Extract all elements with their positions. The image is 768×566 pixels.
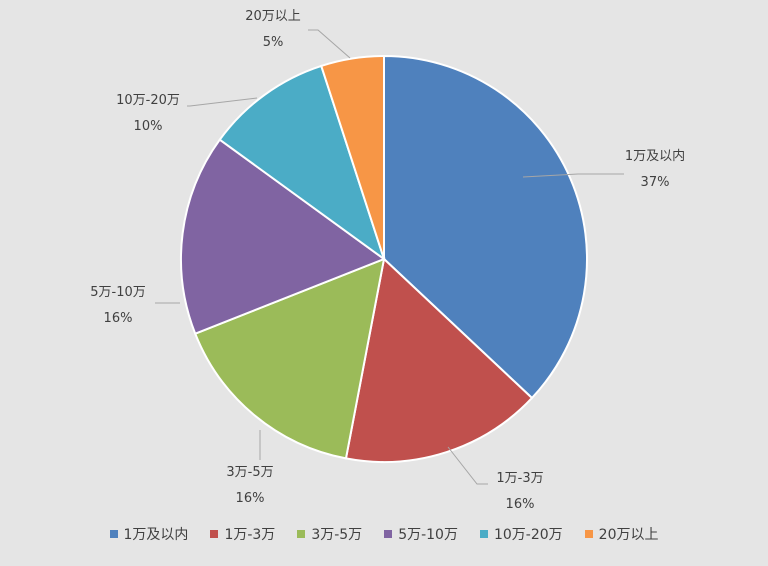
legend-swatch [297,530,306,538]
data-label-category: 3万-5万 [226,465,273,480]
pie-slice [193,257,386,460]
legend-label: 1万及以内 [123,527,189,543]
pie-slice [218,64,386,262]
legend-item: 1万-3万 [210,524,275,544]
legend-item: 3万-5万 [297,524,362,544]
pie-slice [344,257,534,463]
leader-line [447,446,488,485]
legend-label: 5万-10万 [398,527,458,543]
legend-item: 10万-20万 [479,524,563,544]
leader-line [308,29,351,59]
data-label-category: 20万以上 [245,9,301,24]
data-label-percent: 16% [506,497,535,512]
legend-swatch [109,530,118,538]
legend-label: 3万-5万 [311,527,363,543]
chart-legend: 1万及以内 1万-3万 3万-5万 5万-10万 10万-20万 20万以上 [0,524,768,544]
legend-item: 5万-10万 [384,524,458,544]
data-label-percent: 16% [104,311,133,326]
data-label-category: 1万及以内 [625,148,685,164]
data-label-category: 10万-20万 [116,93,180,108]
legend-swatch [584,530,593,538]
legend-swatch [479,530,488,538]
data-label-category: 5万-10万 [90,285,146,300]
data-label-percent: 37% [641,175,670,190]
legend-swatch [384,530,393,538]
legend-label: 20万以上 [598,527,659,543]
legend-swatch [210,530,219,538]
data-label-percent: 16% [236,491,265,506]
data-label-percent: 10% [134,119,163,134]
legend-label: 1万-3万 [224,527,276,543]
data-label-percent: 5% [263,35,284,50]
legend-item: 20万以上 [584,524,659,544]
pie-slice [320,54,385,260]
legend-item: 1万及以内 [109,524,189,544]
leader-line [522,173,624,178]
pie-slice [180,138,387,336]
legend-label: 10万-20万 [493,527,563,543]
leader-line [187,97,258,107]
data-label-category: 1万-3万 [496,471,543,486]
pie-slice [383,54,588,400]
